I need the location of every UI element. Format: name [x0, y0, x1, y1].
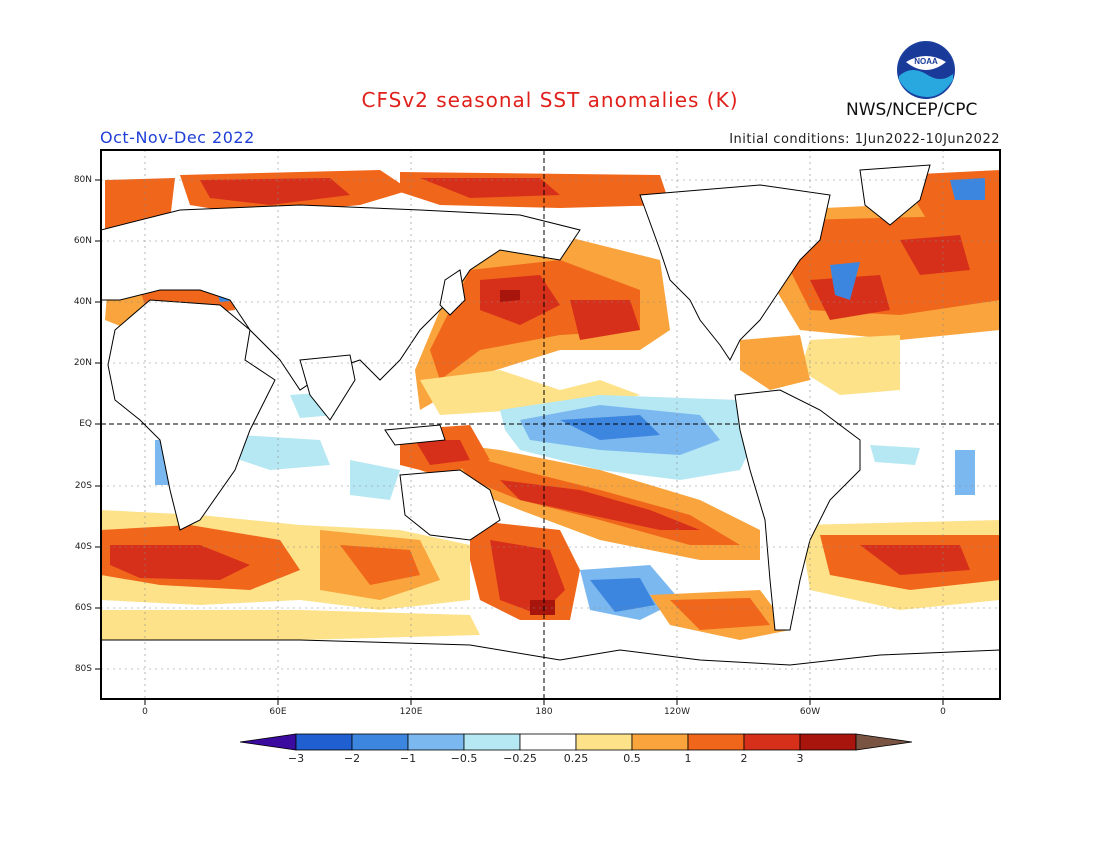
- legend-swatch: [463, 733, 521, 751]
- legend-swatch: [519, 733, 577, 751]
- lat-tick-label: 40S: [74, 542, 92, 552]
- lon-tick-label: 0: [940, 707, 946, 717]
- forecast-period: Oct-Nov-Dec 2022: [100, 128, 255, 147]
- lat-tick-label: 80S: [74, 664, 92, 674]
- lat-tick-label: 20N: [73, 358, 92, 368]
- legend-swatch: [295, 733, 353, 751]
- initial-conditions: Initial conditions: 1Jun2022-10Jun2022: [729, 132, 1000, 147]
- lon-tick-label: 120E: [399, 707, 423, 717]
- lon-tick-label: 180: [535, 707, 553, 717]
- lat-tick-label: 60N: [73, 236, 92, 246]
- lat-tick-label: 60S: [74, 603, 92, 613]
- legend-label: 1: [684, 752, 692, 765]
- legend-swatch: [743, 733, 801, 751]
- legend-swatch: [351, 733, 409, 751]
- lon-tick-label: 0: [142, 707, 148, 717]
- lat-tick-label: 40N: [73, 297, 92, 307]
- legend-swatch: [799, 733, 857, 751]
- legend-swatch: [407, 733, 465, 751]
- map-title: CFSv2 seasonal SST anomalies (K): [361, 88, 739, 112]
- anomaly-patches: [101, 170, 1000, 640]
- legend-label: 2: [740, 752, 748, 765]
- lat-tick-label: 20S: [74, 481, 92, 491]
- legend-label: −2: [343, 752, 361, 765]
- legend-label: −0.25: [503, 752, 537, 765]
- landmasses: [101, 164, 1000, 699]
- legend-label: 3: [796, 752, 804, 765]
- legend-label: 0.25: [563, 752, 589, 765]
- legend-swatch: [687, 733, 745, 751]
- lat-tick-label: 80N: [73, 175, 92, 185]
- legend-swatch: [631, 733, 689, 751]
- legend-label: −0.5: [450, 752, 478, 765]
- legend-label: −1: [399, 752, 417, 765]
- agency-label: NWS/NCEP/CPC: [846, 100, 978, 120]
- graticule: [101, 150, 1000, 699]
- lon-tick-label: 60W: [799, 707, 821, 717]
- noaa-logo: NOAA: [897, 41, 955, 99]
- legend-label: −3: [287, 752, 305, 765]
- reference-lines: [101, 150, 1000, 699]
- lon-tick-label: 120W: [663, 707, 691, 717]
- color-bar: [239, 733, 913, 751]
- legend-swatch: [575, 733, 633, 751]
- legend-swatch-max: [855, 733, 913, 751]
- logo-text: NOAA: [914, 57, 938, 66]
- legend-swatch-min: [239, 733, 297, 751]
- lat-tick-label: EQ: [79, 419, 92, 429]
- lon-tick-label: 60E: [269, 707, 287, 717]
- legend-label: 0.5: [623, 752, 641, 765]
